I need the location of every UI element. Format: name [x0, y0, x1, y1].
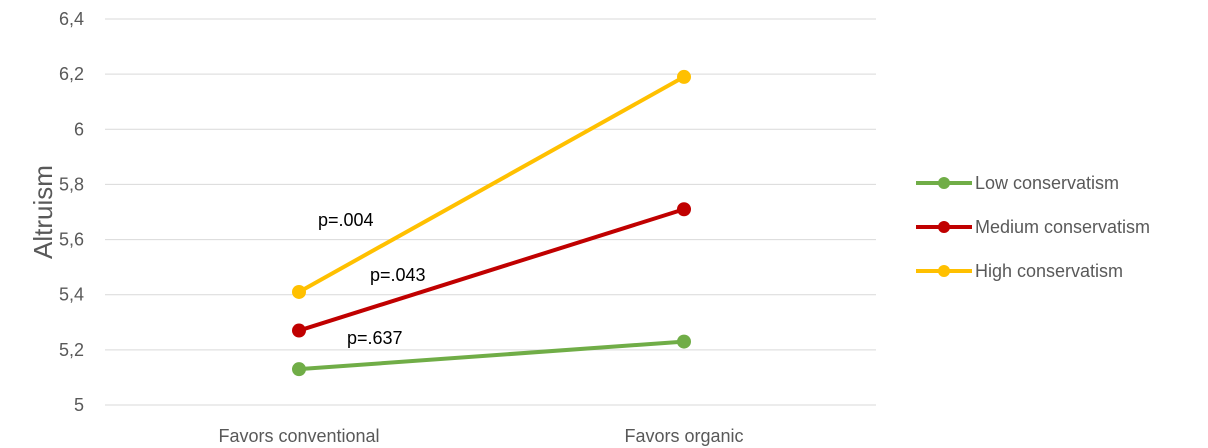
x-axis-ticks: Favors conventional Favors organic — [218, 426, 743, 446]
y-tick-label: 5,2 — [59, 340, 84, 360]
legend-label: Low conservatism — [975, 173, 1119, 193]
y-tick-label: 6 — [74, 119, 84, 139]
data-point — [292, 284, 306, 299]
series-low-conservatism — [292, 334, 691, 377]
data-point — [677, 69, 691, 84]
legend-item-high: High conservatism — [916, 261, 1123, 281]
series-line — [298, 339, 685, 372]
data-point — [677, 202, 691, 217]
x-tick-label: Favors organic — [624, 426, 743, 446]
y-axis-ticks: 5 5,2 5,4 5,6 5,8 6 6,2 6,4 — [59, 9, 84, 415]
y-tick-label: 5,4 — [59, 285, 84, 305]
y-tick-label: 5,6 — [59, 230, 84, 250]
series-high-conservatism — [292, 69, 691, 299]
series-annotation-low: p=.637 — [347, 328, 403, 348]
gridlines — [105, 18, 876, 406]
legend-label: High conservatism — [975, 261, 1123, 281]
y-tick-label: 6,2 — [59, 64, 84, 84]
legend-marker — [938, 177, 950, 189]
series-line — [298, 207, 685, 333]
y-tick-label: 5 — [74, 395, 84, 415]
legend-marker — [938, 221, 950, 233]
data-point — [677, 334, 691, 349]
series-annotation-high: p=.004 — [318, 210, 374, 230]
series-annotation-medium: p=.043 — [370, 265, 426, 285]
y-tick-label: 6,4 — [59, 9, 84, 29]
y-axis-label: Altruism — [28, 165, 58, 259]
legend-item-low: Low conservatism — [916, 173, 1119, 193]
data-point — [292, 323, 306, 338]
legend-marker — [938, 265, 950, 277]
data-point — [292, 362, 306, 377]
legend: Low conservatism Medium conservatism Hig… — [916, 173, 1150, 281]
series-lines — [292, 69, 691, 377]
y-tick-label: 5,8 — [59, 174, 84, 194]
x-tick-label: Favors conventional — [218, 426, 379, 446]
series-line — [298, 75, 685, 294]
legend-label: Medium conservatism — [975, 217, 1150, 237]
series-medium-conservatism — [292, 202, 691, 338]
annotations: p=.637 p=.043 p=.004 — [318, 210, 426, 348]
legend-item-medium: Medium conservatism — [916, 217, 1150, 237]
